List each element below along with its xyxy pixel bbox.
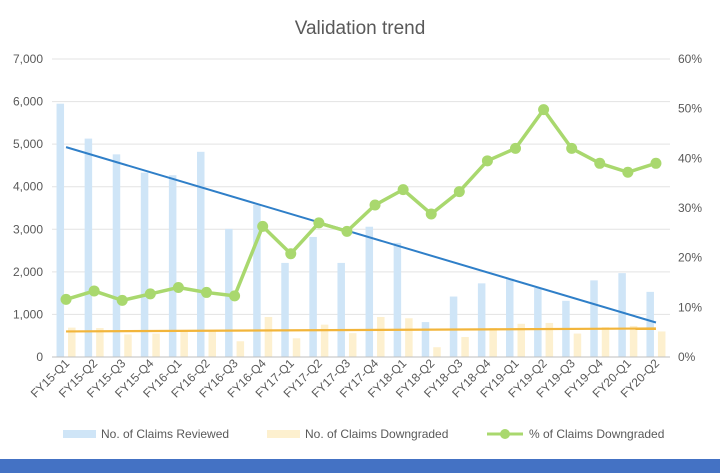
marker-pct-downgraded [425,208,437,220]
bar-claims-reviewed [56,103,65,357]
marker-pct-downgraded [650,157,662,169]
y-left-tick-label: 4,000 [13,180,43,194]
bar-claims-reviewed [309,236,317,357]
y-right-tick-label: 0% [678,350,696,364]
bar-claims-downgraded [292,338,301,357]
bar-claims-downgraded [152,333,160,357]
marker-pct-downgraded [257,220,269,232]
bar-claims-reviewed [646,291,654,357]
bar-claims-downgraded [657,331,666,357]
bar-claims-downgraded [348,333,357,357]
marker-pct-downgraded [60,293,72,305]
legend-label-reviewed: No. of Claims Reviewed [101,427,229,441]
bar-claims-reviewed [253,204,261,357]
bar-claims-downgraded [601,327,610,357]
bottom-bar [0,459,720,473]
marker-pct-downgraded [594,157,606,169]
bar-claims-reviewed [112,154,121,357]
validation-trend-chart: Validation trend 0 1,000 2,000 3,000 4,000 5,… [13,18,702,441]
marker-pct-downgraded [510,142,521,154]
y-right-tick-label: 40% [678,151,702,165]
marker-pct-downgraded [144,288,156,300]
y-right-tick-label: 10% [678,300,702,314]
marker-pct-downgraded [172,281,184,293]
bar-claims-reviewed [590,280,598,357]
bar-claims-reviewed [84,138,93,357]
y-right-tick-label: 20% [678,251,702,265]
bar-claims-reviewed [197,151,205,357]
bar-claims-downgraded [68,327,76,357]
bar-claims-downgraded [405,318,413,357]
marker-pct-downgraded [538,104,550,116]
marker-pct-downgraded [453,186,465,198]
pct-line-series [60,104,662,306]
y-right-tick-label: 60% [678,52,702,66]
bar-claims-reviewed [618,273,626,357]
marker-pct-downgraded [341,225,353,237]
bar-claims-downgraded [320,324,329,357]
marker-pct-downgraded [201,286,212,298]
bar-claims-reviewed [421,322,430,357]
bar-claims-downgraded [180,331,188,357]
bar-claims-downgraded [377,316,385,357]
trendline-claims-reviewed [65,146,657,324]
marker-pct-downgraded [622,166,634,178]
legend-marker-pct [500,429,510,439]
bar-claims-reviewed [477,283,486,357]
trendline-claims-downgraded [66,327,656,333]
bar-claims-reviewed [281,262,289,357]
y-left-tick-label: 6,000 [13,95,43,109]
bar-claims-downgraded [96,328,104,357]
y-left-tick-label: 2,000 [13,265,43,279]
y-left-tick-label: 5,000 [13,137,43,151]
marker-pct-downgraded [313,217,325,229]
bar-claims-downgraded [124,334,132,357]
bar-claims-reviewed [393,242,402,357]
bars [56,103,666,357]
line-pct-downgraded [65,107,657,303]
y-left-tick-label: 0 [36,350,43,364]
bar-claims-reviewed [225,228,233,357]
legend-label-downgraded: No. of Claims Downgraded [305,427,448,441]
y-left-tick-label: 7,000 [13,52,43,66]
bar-claims-downgraded [517,323,525,357]
bar-claims-reviewed [337,262,345,357]
y-right-tick-label: 30% [678,201,702,215]
marker-pct-downgraded [566,142,578,154]
bar-claims-reviewed [140,172,149,357]
chart-title: Validation trend [295,18,426,39]
bar-claims-downgraded [236,341,245,357]
legend-label-pct: % of Claims Downgraded [529,427,664,441]
bar-claims-downgraded [489,328,497,357]
marker-pct-downgraded [481,155,493,167]
bar-claims-reviewed [449,296,458,357]
bar-claims-downgraded [208,330,216,357]
bar-claims-reviewed [168,175,177,357]
bar-claims-downgraded [264,316,273,357]
bar-claims-downgraded [433,347,441,357]
bar-claims-downgraded [545,322,554,357]
bar-claims-reviewed [506,278,514,357]
bar-claims-reviewed [534,288,542,357]
bar-claims-reviewed [365,226,374,357]
bar-claims-downgraded [461,336,469,357]
legend-swatch-downgraded [267,430,300,438]
marker-pct-downgraded [88,285,100,297]
marker-pct-downgraded [229,290,241,302]
bar-claims-downgraded [573,333,582,357]
gridlines [52,58,670,315]
marker-pct-downgraded [369,199,381,211]
marker-pct-downgraded [285,248,297,260]
trendlines [65,146,657,333]
y-right-tick-label: 50% [678,102,702,116]
legend: No. of Claims Reviewed No. of Claims Down… [63,427,664,441]
bar-claims-downgraded [629,325,638,357]
legend-swatch-reviewed [63,430,96,438]
y-left-tick-label: 1,000 [13,307,43,321]
y-left-tick-label: 3,000 [13,222,43,236]
marker-pct-downgraded [116,294,128,306]
marker-pct-downgraded [397,184,409,196]
